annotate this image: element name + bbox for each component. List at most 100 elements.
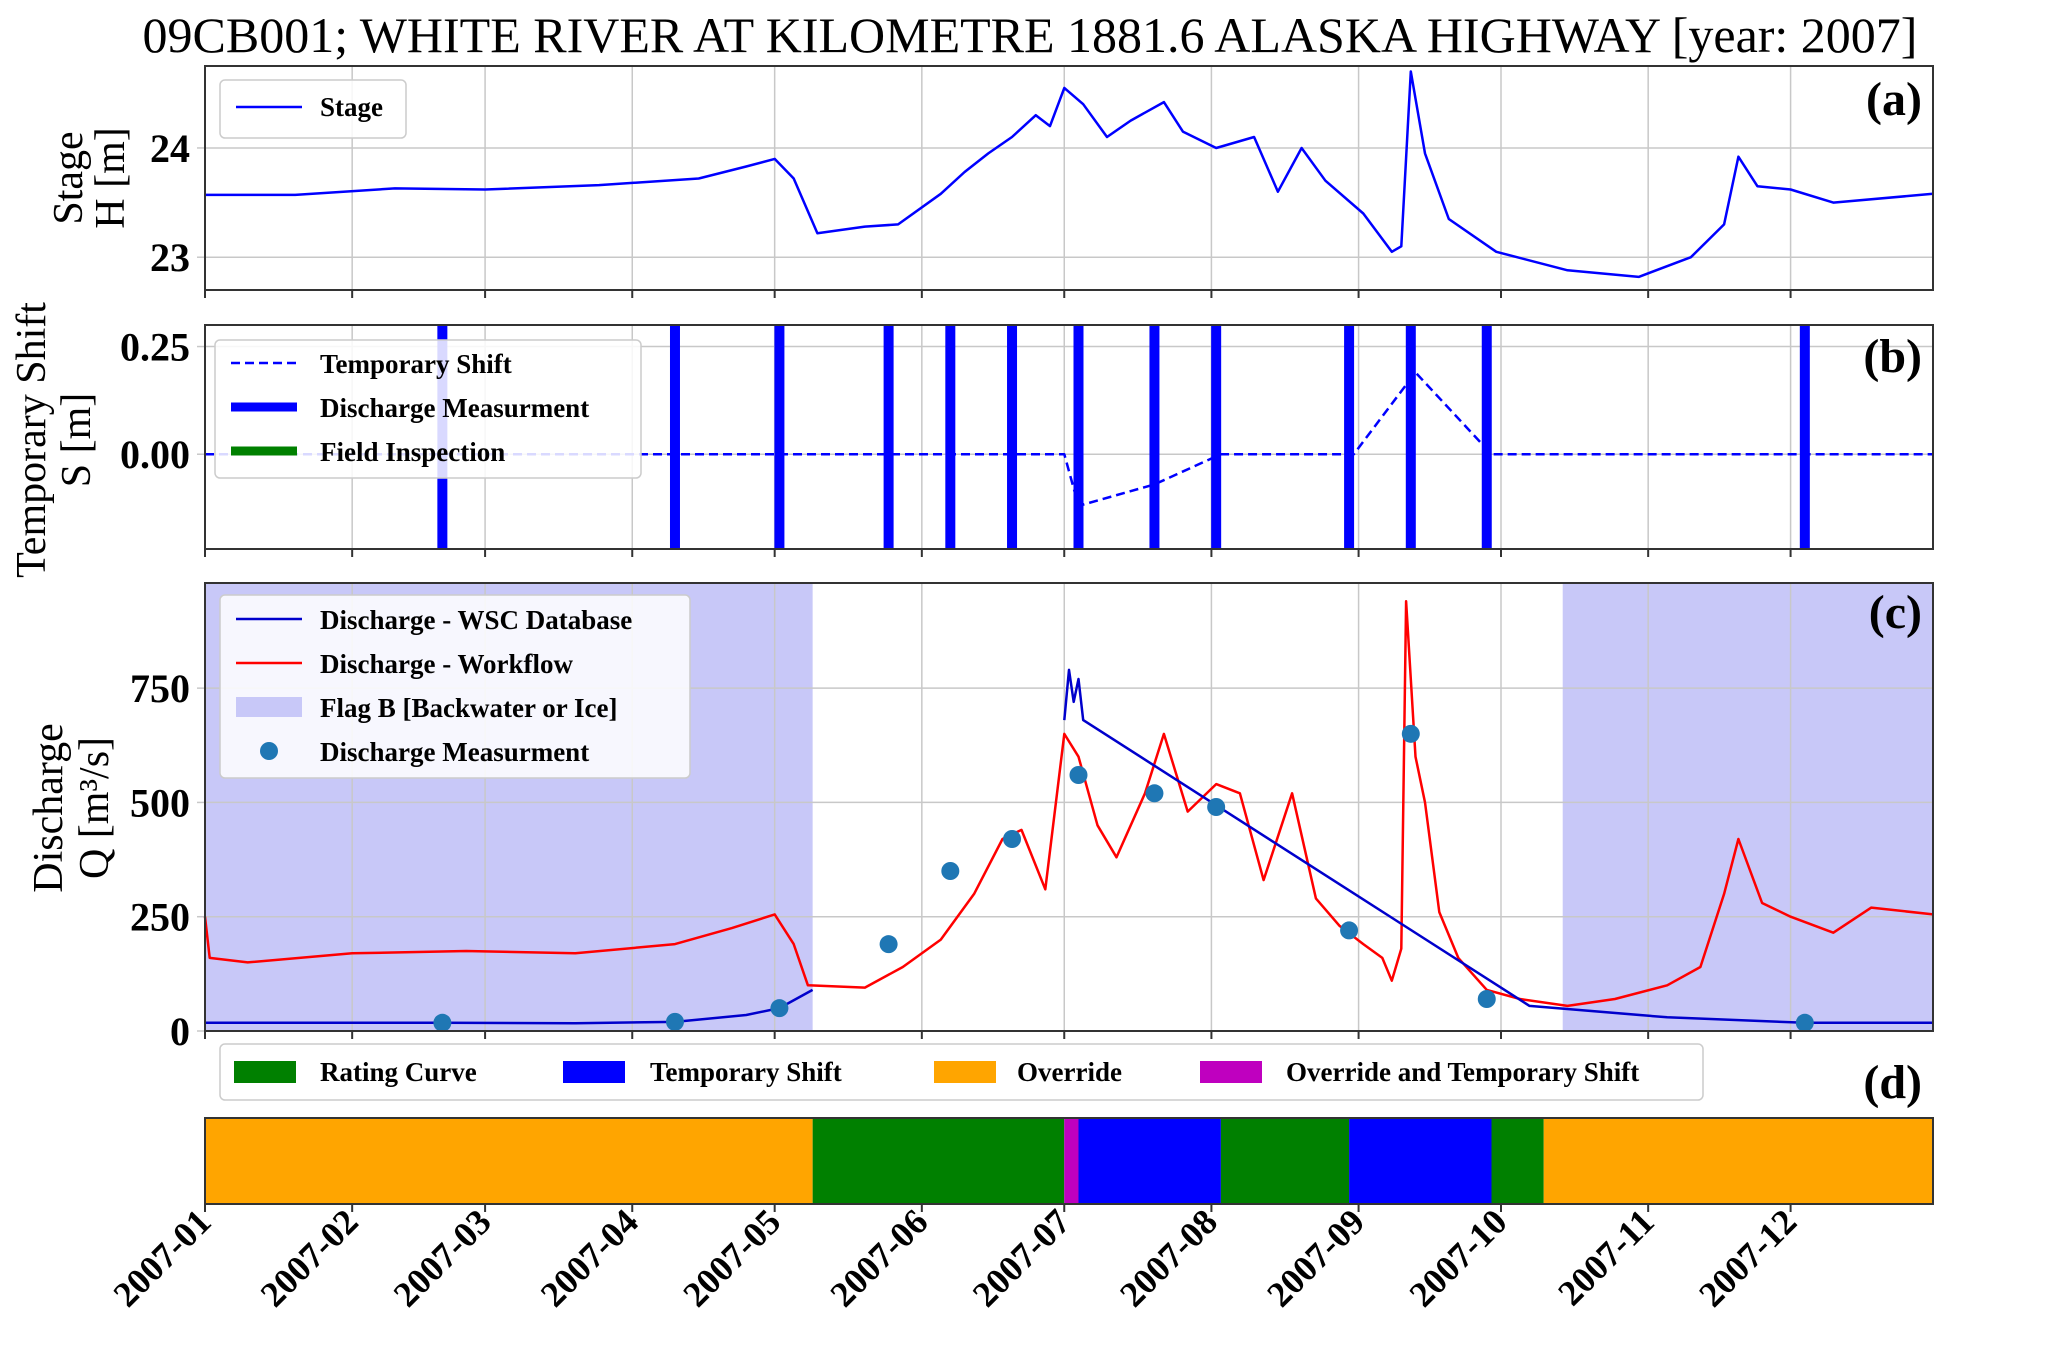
xtick-label-11: 2007-12 xyxy=(1691,1201,1804,1314)
xtick-label-3: 2007-04 xyxy=(533,1201,646,1314)
measurement-point-12 xyxy=(1795,1013,1814,1032)
legend-workflow-label: Discharge - Workflow xyxy=(320,649,573,679)
method-segment-4 xyxy=(1220,1118,1350,1204)
legend-flag-b-label: Flag B [Backwater or Ice] xyxy=(320,693,617,723)
panel-a-ytick-23: 23 xyxy=(150,235,190,280)
method-segment-2 xyxy=(1064,1118,1079,1204)
xtick-label-5: 2007-06 xyxy=(822,1201,935,1314)
panel-a-ylabel-line2: H [m] xyxy=(88,127,134,228)
discharge-measurement-bar-4 xyxy=(945,325,956,549)
panel-d-label: (d) xyxy=(1863,1056,1922,1109)
panel-c-ylabel-line1: Discharge xyxy=(26,723,72,893)
legend-stage-label: Stage xyxy=(320,92,383,122)
xtick-label-4: 2007-05 xyxy=(675,1201,788,1314)
panel-b: (b) 0.25 0.00 Temporary Shift S [m] Temp… xyxy=(9,302,1934,578)
stage-plot-area xyxy=(205,70,1934,279)
xtick-label-2: 2007-03 xyxy=(386,1201,499,1314)
legend-temporary-shift-label: Temporary Shift xyxy=(320,349,512,379)
temporary-shift-line xyxy=(205,371,1933,508)
measurement-point-4 xyxy=(941,862,960,880)
panel-c-label: (c) xyxy=(1869,586,1922,639)
panel-c-ylabel-line2: Q [m³/s] xyxy=(72,737,118,879)
panel-a-ytick-24: 24 xyxy=(150,126,190,171)
discharge-measurement-bar-5 xyxy=(1007,325,1018,549)
legend-wsc-label: Discharge - WSC Database xyxy=(320,605,632,635)
xtick-label-7: 2007-08 xyxy=(1112,1201,1225,1314)
panel-c-ytick-500: 500 xyxy=(130,780,190,825)
legend-flag-b-swatch xyxy=(236,697,302,717)
panel-b-frame xyxy=(204,324,1934,550)
discharge-measurement-bar-7 xyxy=(1149,325,1160,549)
discharge-measurement-bar-8 xyxy=(1211,325,1222,549)
panel-b-ylabel-line2: S [m] xyxy=(54,393,100,488)
discharge-plot-area xyxy=(203,600,1934,1032)
xtick-label-6: 2007-07 xyxy=(965,1201,1078,1314)
method-segment-5 xyxy=(1349,1118,1492,1204)
measurement-point-2 xyxy=(770,999,789,1018)
measurement-point-8 xyxy=(1207,798,1226,816)
method-segment-1 xyxy=(812,1118,1065,1204)
discharge-measurement-bar-1 xyxy=(669,325,680,549)
discharge-measurement-bar-11 xyxy=(1481,325,1492,549)
panel-c-legend: Discharge - WSC Database Discharge - Wor… xyxy=(219,594,691,779)
legend-measurement-label: Discharge Measurment xyxy=(320,737,589,767)
discharge-measurement-bar-12 xyxy=(1799,325,1810,549)
legend-discharge-measurement-label: Discharge Measurment xyxy=(320,393,589,423)
discharge-workflow-line xyxy=(203,600,1934,1008)
panel-b-ytick-000: 0.00 xyxy=(120,432,190,477)
panel-b-ytick-025: 0.25 xyxy=(120,325,190,370)
panel-a-ylabel-line1: Stage xyxy=(46,131,92,224)
panel-a: (a) 24 23 Stage H [m] Stage xyxy=(46,65,1934,291)
panel-a-frame xyxy=(204,65,1934,291)
panel-a-label: (a) xyxy=(1866,73,1922,126)
legend-override-label: Override xyxy=(1017,1057,1122,1087)
panel-c: (c) 750 500 250 0 Discharge Q [m³/s] Dis… xyxy=(26,582,1934,1054)
discharge-measurement-bar-6 xyxy=(1073,325,1084,549)
xtick-label-0: 2007-01 xyxy=(106,1201,219,1314)
measurement-point-0 xyxy=(433,1013,452,1032)
legend-temporary-shift-d-label: Temporary Shift xyxy=(650,1057,842,1087)
xtick-label-10: 2007-11 xyxy=(1550,1201,1662,1313)
xtick-label-8: 2007-09 xyxy=(1259,1201,1372,1314)
legend-override-shift-label: Override and Temporary Shift xyxy=(1286,1057,1639,1087)
measurement-point-7 xyxy=(1145,784,1164,803)
stage-line xyxy=(205,70,1934,279)
legend-measurement-swatch xyxy=(260,742,278,760)
measurement-point-6 xyxy=(1069,766,1088,784)
figure-title: 09CB001; WHITE RIVER AT KILOMETRE 1881.6… xyxy=(143,7,1918,63)
discharge-measurement-bar-2 xyxy=(774,325,785,549)
legend-override-swatch xyxy=(934,1061,996,1083)
method-segment-6 xyxy=(1491,1118,1544,1204)
panel-c-frame xyxy=(204,582,1934,1032)
legend-rating-curve-swatch xyxy=(234,1061,296,1083)
legend-override-shift-swatch xyxy=(1200,1061,1262,1083)
shift-plot-area xyxy=(205,325,1933,549)
legend-field-inspection-label: Field Inspection xyxy=(320,437,505,467)
discharge-measurement-bar-3 xyxy=(883,325,894,549)
panel-b-ylabel-line1: Temporary Shift xyxy=(9,302,55,578)
measurement-point-9 xyxy=(1340,921,1359,940)
xtick-label-1: 2007-02 xyxy=(253,1201,366,1314)
panel-a-grid xyxy=(197,66,1933,290)
measurement-point-5 xyxy=(1003,830,1022,848)
panel-a-legend: Stage xyxy=(219,79,407,139)
panel-c-ytick-0: 0 xyxy=(170,1009,190,1054)
panel-c-ytick-750: 750 xyxy=(130,666,190,711)
xtick-label-9: 2007-10 xyxy=(1402,1201,1515,1314)
panel-d-frame xyxy=(204,1117,1934,1205)
measurement-point-11 xyxy=(1477,990,1496,1008)
measurement-point-10 xyxy=(1401,724,1420,743)
legend-temporary-shift-d-swatch xyxy=(563,1061,625,1083)
discharge-measurement-bar-10 xyxy=(1405,325,1416,549)
measurement-point-1 xyxy=(665,1012,684,1031)
panel-d: Rating Curve Temporary Shift Override Ov… xyxy=(204,1043,1934,1205)
method-bar-area xyxy=(205,1118,1933,1204)
method-segment-0 xyxy=(205,1118,813,1204)
flag-b-region-1 xyxy=(1562,583,1933,1031)
method-segment-3 xyxy=(1078,1118,1221,1204)
discharge-measurement-bar-9 xyxy=(1344,325,1355,549)
measurement-point-3 xyxy=(879,935,898,954)
panel-c-ytick-250: 250 xyxy=(130,895,190,940)
panel-b-legend: Temporary Shift Discharge Measurment Fie… xyxy=(214,339,642,479)
